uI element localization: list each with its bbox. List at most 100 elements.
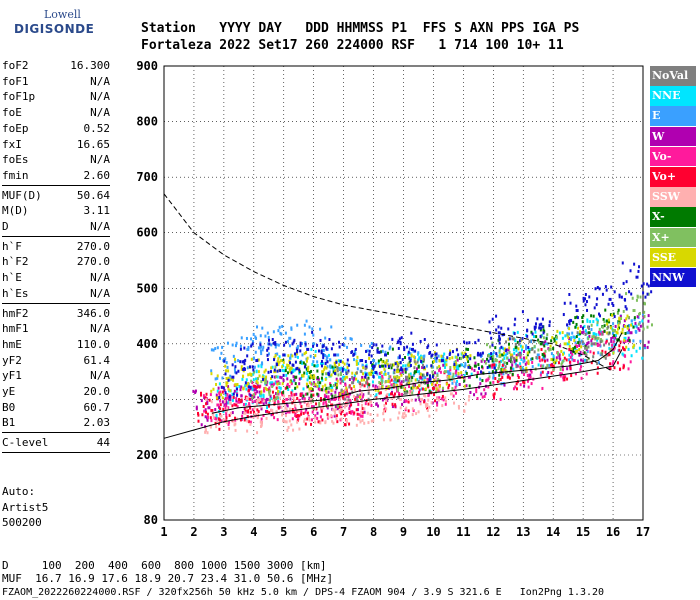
echo-mark xyxy=(388,375,391,379)
echo-mark xyxy=(333,361,336,365)
echo-mark xyxy=(624,339,627,343)
echo-mark xyxy=(528,340,531,344)
echo-mark xyxy=(336,379,339,383)
echo-point-noval xyxy=(404,375,408,379)
echo-point-nne xyxy=(416,370,420,374)
echo-mark xyxy=(582,314,585,318)
echo-mark xyxy=(575,349,578,353)
echo-mark xyxy=(206,412,209,416)
echo-point-nnw xyxy=(360,359,364,363)
echo-mark xyxy=(642,282,645,286)
echo-mark xyxy=(280,391,283,395)
echo-mark xyxy=(624,354,627,358)
legend-item-vo: Vo- xyxy=(650,146,696,167)
echo-mark xyxy=(346,345,349,349)
echo-mark xyxy=(333,414,336,418)
echo-mark xyxy=(650,323,653,327)
echo-mark xyxy=(475,390,478,394)
echo-mark xyxy=(366,411,369,415)
echo-mark xyxy=(256,408,259,412)
echo-mark xyxy=(345,419,348,423)
echo-mark xyxy=(268,402,271,406)
echo-mark xyxy=(210,372,213,376)
echo-mark xyxy=(249,422,252,426)
echo-mark xyxy=(385,359,388,363)
echo-mark xyxy=(541,364,544,368)
echo-mark xyxy=(312,393,315,397)
echo-mark xyxy=(204,430,207,434)
echo-mark xyxy=(445,363,448,367)
echo-mark xyxy=(259,341,262,345)
echo-mark xyxy=(578,344,581,348)
echo-mark xyxy=(519,339,522,343)
x-tick-13: 13 xyxy=(516,525,530,539)
echo-mark xyxy=(339,392,342,396)
echo-mark xyxy=(395,381,398,385)
echo-mark xyxy=(475,387,478,391)
echo-mark xyxy=(596,343,599,347)
echo-mark xyxy=(608,353,611,357)
echo-mark xyxy=(312,381,315,385)
echo-point-ssw xyxy=(243,411,247,415)
echo-mark xyxy=(625,292,628,296)
echo-mark xyxy=(464,362,467,366)
echo-mark xyxy=(353,385,356,389)
echo-mark xyxy=(526,379,529,383)
echo-mark xyxy=(334,371,337,375)
echo-point-vo xyxy=(261,397,265,401)
echo-mark xyxy=(290,326,293,330)
echo-mark xyxy=(398,393,401,397)
echo-mark xyxy=(380,381,383,385)
echo-mark xyxy=(594,342,597,346)
echo-mark xyxy=(311,330,314,334)
echo-mark xyxy=(607,325,610,329)
echo-mark xyxy=(622,340,625,344)
echo-mark xyxy=(560,349,563,353)
echo-mark xyxy=(256,412,259,416)
echo-mark xyxy=(592,332,595,336)
echo-mark xyxy=(522,380,525,384)
echo-mark xyxy=(558,356,561,360)
echo-mark xyxy=(295,367,298,371)
echo-mark xyxy=(310,386,313,390)
echo-point-sse xyxy=(452,364,456,368)
param-value: 270.0 xyxy=(76,239,110,253)
echo-mark xyxy=(330,388,333,392)
echo-mark xyxy=(569,366,572,370)
echo-mark xyxy=(290,353,293,357)
echo-mark xyxy=(218,405,221,409)
echo-mark xyxy=(588,295,591,299)
echo-mark xyxy=(411,376,414,380)
echo-mark xyxy=(285,384,288,388)
echo-mark xyxy=(212,412,215,416)
echo-mark xyxy=(370,354,373,358)
echo-mark xyxy=(271,390,274,394)
echo-mark xyxy=(318,384,321,388)
x-tick-8: 8 xyxy=(370,525,377,539)
echo-mark xyxy=(455,384,458,388)
echo-mark xyxy=(638,346,641,350)
echo-point-vo xyxy=(551,364,555,368)
echo-mark xyxy=(364,375,367,379)
echo-mark xyxy=(295,392,298,396)
echo-mark xyxy=(467,347,470,351)
echo-mark xyxy=(603,355,606,359)
echo-mark xyxy=(407,409,410,413)
echo-mark xyxy=(455,369,458,373)
echo-mark xyxy=(622,364,625,368)
echo-mark xyxy=(234,344,237,348)
echo-mark xyxy=(314,349,317,353)
echo-mark xyxy=(502,372,505,376)
echo-mark xyxy=(495,328,498,332)
echo-mark xyxy=(311,418,314,422)
echo-mark xyxy=(350,387,353,391)
echo-mark xyxy=(314,420,317,424)
echo-mark xyxy=(269,376,272,380)
echo-mark xyxy=(454,359,457,363)
echo-mark xyxy=(204,415,207,419)
echo-mark xyxy=(250,344,253,348)
echo-mark xyxy=(247,389,250,393)
echo-mark xyxy=(508,350,511,354)
echo-mark xyxy=(403,368,406,372)
echo-mark xyxy=(312,344,315,348)
